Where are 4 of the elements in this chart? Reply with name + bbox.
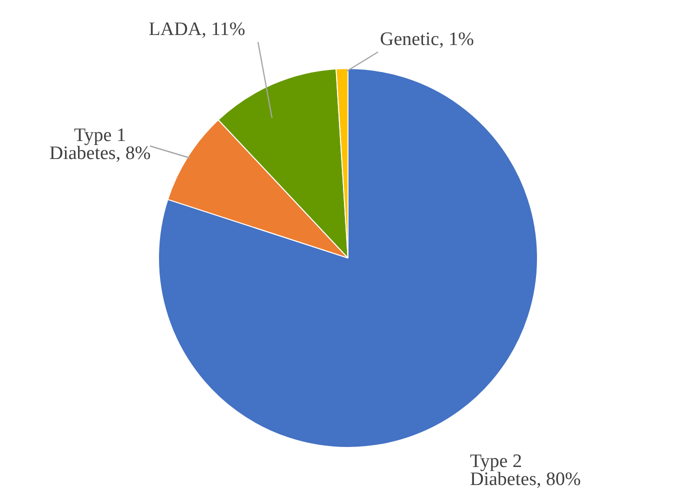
slice-label: Genetic, 1% <box>380 28 474 50</box>
slice-label: LADA, 11% <box>148 18 246 40</box>
slice-label: Type 2 Diabetes, 80% <box>470 450 581 490</box>
slice-label: Type 1 Diabetes, 8% <box>49 124 151 164</box>
